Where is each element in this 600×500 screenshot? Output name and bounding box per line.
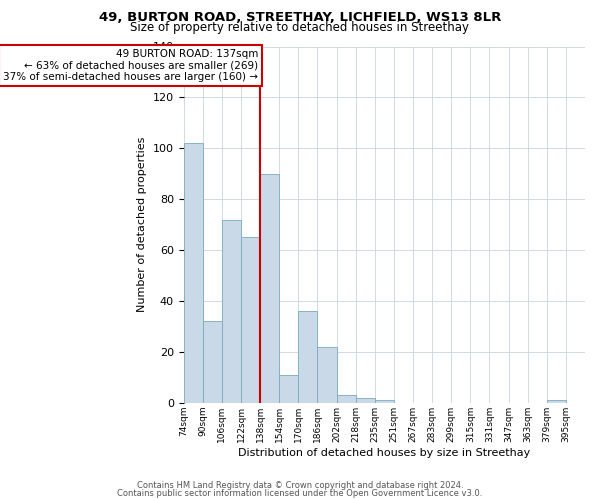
Bar — [317, 347, 337, 403]
Bar — [337, 395, 356, 403]
Bar — [356, 398, 375, 403]
Bar — [298, 311, 317, 403]
Bar — [222, 220, 241, 403]
Bar — [203, 322, 222, 403]
Bar — [279, 375, 298, 403]
Y-axis label: Number of detached properties: Number of detached properties — [137, 137, 147, 312]
Bar — [375, 400, 394, 403]
Bar — [184, 143, 203, 403]
Bar — [241, 238, 260, 403]
Text: Size of property relative to detached houses in Streethay: Size of property relative to detached ho… — [131, 22, 470, 35]
Text: Contains public sector information licensed under the Open Government Licence v3: Contains public sector information licen… — [118, 488, 482, 498]
Text: 49 BURTON ROAD: 137sqm
← 63% of detached houses are smaller (269)
37% of semi-de: 49 BURTON ROAD: 137sqm ← 63% of detached… — [3, 49, 258, 82]
Bar — [547, 400, 566, 403]
Text: Contains HM Land Registry data © Crown copyright and database right 2024.: Contains HM Land Registry data © Crown c… — [137, 481, 463, 490]
X-axis label: Distribution of detached houses by size in Streethay: Distribution of detached houses by size … — [238, 448, 530, 458]
Text: 49, BURTON ROAD, STREETHAY, LICHFIELD, WS13 8LR: 49, BURTON ROAD, STREETHAY, LICHFIELD, W… — [99, 11, 501, 24]
Bar — [260, 174, 279, 403]
